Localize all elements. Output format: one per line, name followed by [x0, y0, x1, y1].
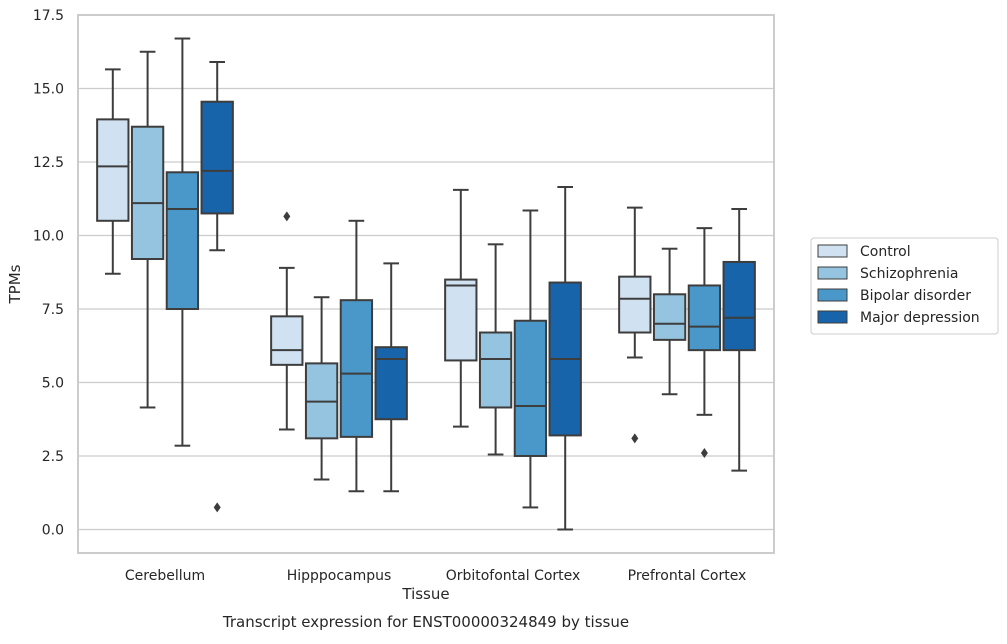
iqr-box: [270, 315, 304, 366]
legend-swatch: [817, 266, 848, 280]
box-glyph: [200, 61, 234, 513]
box-glyph: [513, 209, 548, 509]
y-tick-label: 10.0: [33, 228, 64, 244]
legend-swatch: [817, 288, 848, 302]
box-glyph: [304, 296, 339, 481]
iqr-box: [687, 284, 722, 352]
box-glyph: [478, 243, 513, 456]
y-tick-label: 7.5: [42, 302, 64, 318]
iqr-box: [339, 299, 374, 438]
iqr-box: [96, 118, 130, 222]
x-tick-label: Prefrontal Cortex: [628, 568, 747, 584]
box-glyph: [374, 262, 408, 493]
outlier-point: [631, 433, 639, 444]
x-tick-label: Orbitofontal Cortex: [446, 568, 581, 584]
x-tick-label: Cerebellum: [125, 568, 205, 584]
legend-label: Control: [860, 244, 911, 260]
iqr-box: [130, 125, 165, 261]
box-glyph: [130, 50, 165, 409]
box-glyph: [618, 206, 652, 444]
iqr-box: [722, 260, 756, 352]
outlier-point: [213, 502, 221, 513]
legend-box: [810, 237, 999, 335]
x-axis-title: Tissue: [401, 585, 449, 603]
y-tick-label: 12.5: [33, 155, 64, 171]
y-axis-title: TPMs: [6, 264, 24, 304]
box-glyph: [444, 188, 478, 428]
iqr-box: [652, 293, 687, 341]
iqr-box: [513, 319, 548, 457]
box-glyph: [165, 37, 200, 447]
y-axis-ticks: 0.0 2.5 5.0 7.5 10.0 12.5 15.0 17.5: [33, 8, 64, 538]
legend-label: Bipolar disorder: [860, 288, 971, 304]
y-tick-label: 0.0: [42, 522, 64, 538]
legend-label: Schizophrenia: [860, 266, 958, 282]
y-tick-label: 2.5: [42, 449, 64, 465]
x-tick-label: Hipppocampus: [287, 568, 392, 584]
box-glyph: [687, 227, 722, 459]
iqr-box: [165, 171, 200, 310]
series-bipolar-disorder: [165, 37, 722, 509]
iqr-box: [478, 331, 513, 409]
outlier-point: [700, 448, 708, 459]
series-schizophrenia: [130, 50, 687, 481]
box-series: [96, 37, 756, 531]
box-glyph: [722, 208, 756, 472]
series-control: [96, 68, 652, 444]
box-glyph: [270, 211, 304, 431]
iqr-box: [200, 100, 234, 215]
y-tick-label: 5.0: [42, 375, 64, 391]
y-tick-label: 17.5: [33, 8, 64, 24]
series-major-depression: [200, 61, 756, 531]
legend-swatch: [817, 244, 848, 258]
plot-area-frame: [77, 14, 775, 554]
iqr-box: [618, 275, 652, 334]
legend: Control Schizophrenia Bipolar disorder Majo…: [810, 237, 999, 335]
y-tick-label: 15.0: [33, 81, 64, 97]
box-glyph: [339, 219, 374, 493]
legend-swatch: [817, 310, 848, 324]
iqr-box: [444, 278, 478, 362]
box-glyph: [96, 68, 130, 275]
box-glyph: [548, 185, 582, 531]
x-axis-ticks: Cerebellum Hipppocampus Orbitofontal Corte…: [125, 568, 746, 584]
box-glyph: [652, 247, 687, 396]
legend-label: Major depression: [860, 310, 980, 326]
chart-caption: Transcript expression for ENST0000032484…: [222, 613, 629, 631]
outlier-point: [283, 211, 291, 222]
